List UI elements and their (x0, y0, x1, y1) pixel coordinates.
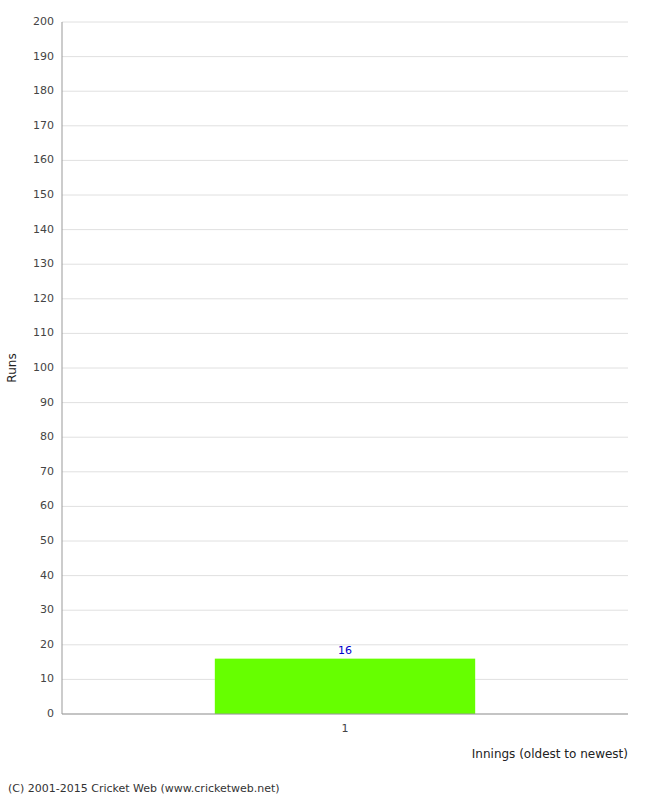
grid-line (62, 264, 628, 265)
y-tick-label: 120 (33, 292, 54, 305)
y-tick-label: 30 (40, 603, 54, 616)
grid-line (62, 541, 628, 542)
grid-line (62, 125, 628, 126)
y-tick-label: 140 (33, 223, 54, 236)
y-tick-label: 50 (40, 534, 54, 547)
bars (215, 659, 475, 714)
y-tick-label: 130 (33, 257, 54, 270)
y-tick-label: 70 (40, 465, 54, 478)
grid-line (62, 298, 628, 299)
grid-line (62, 506, 628, 507)
y-tick-label: 10 (40, 672, 54, 685)
grid-line (62, 575, 628, 576)
y-tick-label: 110 (33, 326, 54, 339)
x-tick-label: 1 (342, 722, 349, 735)
data-labels: 16 (338, 644, 352, 657)
grid-line (62, 91, 628, 92)
y-tick-label: 150 (33, 188, 54, 201)
x-ticks: 1 (342, 722, 349, 735)
grid-line (62, 368, 628, 369)
grid-line (62, 437, 628, 438)
y-ticks: 0 10 20 30 40 50 60 70 80 90 100 110 120 130 140 150 160… (33, 15, 54, 720)
footer: (C) 2001-2015 Cricket Web (www.cricketwe… (8, 782, 280, 795)
grid-line (62, 714, 628, 715)
grid-line (62, 229, 628, 230)
grid-line (62, 22, 628, 23)
grid-line (62, 471, 628, 472)
y-tick-label: 160 (33, 153, 54, 166)
grid-line (62, 160, 628, 161)
y-tick-label: 20 (40, 638, 54, 651)
y-axis-label: Runs (5, 353, 19, 382)
grid (62, 22, 628, 714)
y-tick-label: 90 (40, 396, 54, 409)
y-tick-label: 170 (33, 119, 54, 132)
y-tick-label: 200 (33, 15, 54, 28)
bar (215, 659, 475, 714)
y-tick-label: 190 (33, 50, 54, 63)
y-tick-label: 100 (33, 361, 54, 374)
y-axis-line (62, 22, 63, 714)
grid-line (62, 402, 628, 403)
y-tick-label: 80 (40, 430, 54, 443)
x-axis-line (62, 714, 628, 715)
grid-line (62, 56, 628, 57)
y-tick-label: 180 (33, 84, 54, 97)
y-tick-label: 60 (40, 499, 54, 512)
chart-container: 0 10 20 30 40 50 60 70 80 90 100 110 120 130 140 150 160… (0, 0, 650, 800)
chart: 0 10 20 30 40 50 60 70 80 90 100 110 120 130 140 150 160… (0, 0, 650, 800)
y-tick-label: 40 (40, 569, 54, 582)
grid-line (62, 195, 628, 196)
y-tick-label: 0 (47, 707, 54, 720)
x-axis-label: Innings (oldest to newest) (472, 747, 628, 761)
data-label: 16 (338, 644, 352, 657)
background (0, 0, 650, 800)
grid-line (62, 610, 628, 611)
grid-line (62, 333, 628, 334)
